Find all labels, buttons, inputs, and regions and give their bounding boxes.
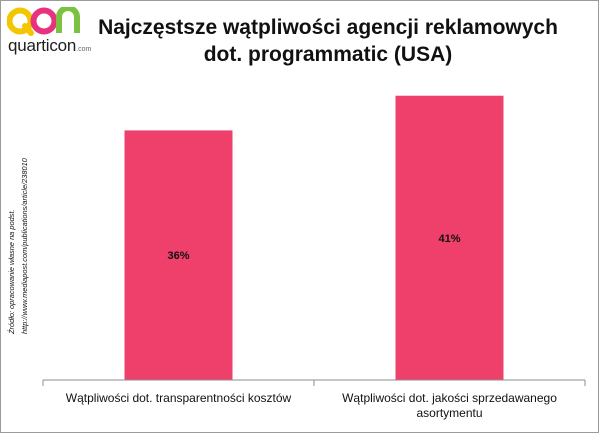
category-label-1: Wątpliwości dot. transparentności kosztó… <box>66 391 292 405</box>
chart-title-line-1: Najczęstsze wątpliwości agencji reklamow… <box>98 16 558 39</box>
logo-mark-icon <box>7 7 80 36</box>
bar-2 <box>395 95 504 380</box>
logo-wordmark: quarticon.com <box>8 36 92 55</box>
category-label-2-line-2: asortymentu <box>416 406 482 420</box>
chart-title-line-2: dot. programmatic (USA) <box>203 43 453 66</box>
category-label-2-line-1: Wątpliwości dot. jakości sprzedawanego <box>342 391 557 405</box>
quarticon-logo: quarticon.com <box>7 7 93 59</box>
data-label-2: 41% <box>438 233 460 245</box>
bar-1 <box>124 130 233 380</box>
chart-title: Najczęstsze wątpliwości agencji reklamow… <box>93 14 563 68</box>
data-label-1: 36% <box>167 250 189 262</box>
